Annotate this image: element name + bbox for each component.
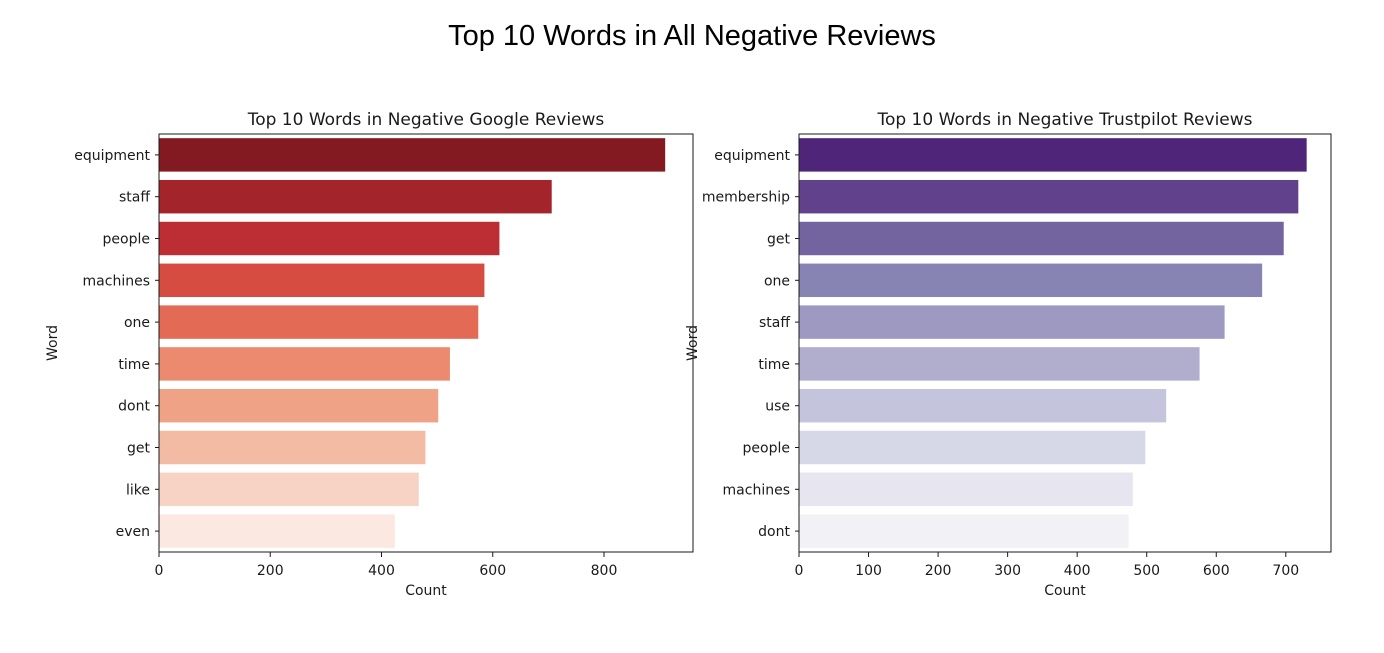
- google-ytick-label: machines: [83, 273, 150, 289]
- trustpilot-bar-dont: [799, 514, 1129, 548]
- google-ytick-label: equipment: [74, 148, 150, 164]
- google-xtick-label: 400: [368, 563, 395, 579]
- trustpilot-ytick-label: time: [758, 357, 790, 373]
- trustpilot-bar-people: [799, 430, 1146, 465]
- trustpilot-bar-machines: [799, 472, 1133, 507]
- trustpilot-ytick-label: membership: [702, 190, 790, 206]
- google-ytick-label: even: [116, 524, 150, 540]
- google-bar-even: [159, 514, 395, 548]
- google-ytick-label: get: [127, 441, 151, 457]
- trustpilot-xtick-label: 700: [1272, 563, 1299, 579]
- google-x-axis-label: Count: [405, 583, 447, 599]
- google-reviews-chart: equipment staff people machines one time dont g…: [45, 110, 694, 599]
- google-ytick-label: dont: [118, 399, 150, 415]
- trustpilot-ytick-label: equipment: [714, 148, 790, 164]
- google-ytick-label: people: [103, 232, 150, 248]
- google-bar-equipment: [159, 138, 666, 172]
- google-xtick-label: 200: [257, 563, 284, 579]
- trustpilot-bar-staff: [799, 305, 1225, 339]
- trustpilot-bar-use: [799, 388, 1167, 423]
- google-xtick-label: 800: [591, 563, 618, 579]
- google-ytick-label: staff: [119, 190, 150, 206]
- trustpilot-ytick-label: staff: [759, 315, 790, 331]
- trustpilot-ytick-label: people: [743, 441, 790, 457]
- trustpilot-xtick-label: 100: [855, 563, 882, 579]
- trustpilot-y-axis-label: Word: [685, 325, 701, 361]
- google-ytick-label: one: [124, 315, 150, 331]
- trustpilot-ytick-label: machines: [723, 482, 790, 498]
- google-bar-machines: [159, 263, 485, 298]
- google-bar-staff: [159, 179, 552, 214]
- trustpilot-ytick-label: get: [767, 232, 791, 248]
- trustpilot-reviews-chart: equipment membership get one staff time use peo…: [685, 110, 1332, 599]
- trustpilot-xtick-label: 500: [1133, 563, 1160, 579]
- google-xtick-label: 0: [155, 563, 164, 579]
- trustpilot-axes-frame: [798, 133, 1332, 553]
- google-bar-people: [159, 221, 500, 256]
- trustpilot-ytick-label: one: [764, 273, 790, 289]
- trustpilot-xtick-label: 200: [925, 563, 952, 579]
- trustpilot-xtick-label: 0: [795, 563, 804, 579]
- trustpilot-bar-equipment: [799, 138, 1307, 172]
- google-bar-time: [159, 347, 450, 381]
- figure-title: Top 10 Words in All Negative Reviews: [448, 20, 936, 52]
- trustpilot-x-axis-label: Count: [1044, 583, 1086, 599]
- google-chart-title: Top 10 Words in Negative Google Reviews: [247, 110, 605, 130]
- trustpilot-ytick-label: use: [765, 399, 790, 415]
- google-axes-frame: [158, 133, 694, 553]
- google-bar-get: [159, 430, 426, 465]
- trustpilot-ytick-label: dont: [758, 524, 790, 540]
- google-bar-one: [159, 305, 479, 339]
- trustpilot-xtick-label: 400: [1064, 563, 1091, 579]
- trustpilot-bar-membership: [799, 179, 1299, 214]
- trustpilot-chart-title: Top 10 Words in Negative Trustpilot Revi…: [876, 110, 1252, 130]
- google-ytick-label: like: [126, 482, 150, 498]
- trustpilot-bar-get: [799, 221, 1284, 256]
- trustpilot-bar-one: [799, 263, 1263, 298]
- google-y-axis-label: Word: [45, 325, 61, 361]
- google-xtick-label: 600: [479, 563, 506, 579]
- google-ytick-label: time: [118, 357, 150, 373]
- google-bar-like: [159, 472, 419, 507]
- trustpilot-xtick-label: 600: [1203, 563, 1230, 579]
- google-bar-dont: [159, 388, 439, 423]
- trustpilot-bar-time: [799, 347, 1200, 381]
- trustpilot-xtick-label: 300: [994, 563, 1021, 579]
